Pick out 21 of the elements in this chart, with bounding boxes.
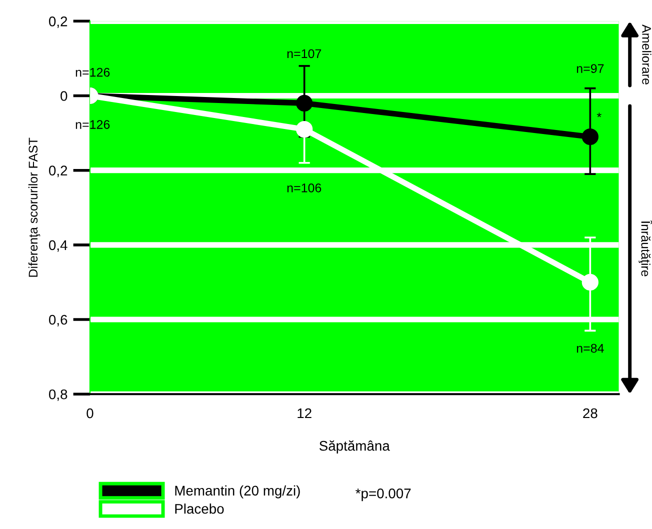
text: Ameliorare xyxy=(642,24,652,84)
y-tick-label: 0,6 xyxy=(48,314,68,326)
text: *p=0.007 xyxy=(356,488,411,502)
legend-label: Memantin (20 mg/zi) xyxy=(175,485,300,498)
text: Înrăutăţire xyxy=(638,220,652,276)
y-tick-label: 0,8 xyxy=(48,389,68,401)
annotation: n=84 xyxy=(576,344,604,353)
x-tick-label: 0 xyxy=(86,408,94,418)
annotation: n=107 xyxy=(287,49,322,58)
annotation: n=97 xyxy=(576,64,604,73)
y-tick-label: 0,2 xyxy=(48,166,68,178)
y-tick-label: 0,4 xyxy=(48,240,68,252)
y-tick-label: 0 xyxy=(60,91,68,101)
x-tick-label: 28 xyxy=(583,408,598,418)
y-axis-title: Diferenţa scorurilor FAST xyxy=(28,138,40,277)
x-tick-label: 12 xyxy=(298,408,312,418)
x-axis-title: Săptămâna xyxy=(319,440,390,454)
legend-label: Placebo xyxy=(175,504,224,514)
annotation: * xyxy=(596,112,602,118)
annotation: n=106 xyxy=(287,183,322,192)
y-tick-label: 0,2 xyxy=(48,16,68,28)
